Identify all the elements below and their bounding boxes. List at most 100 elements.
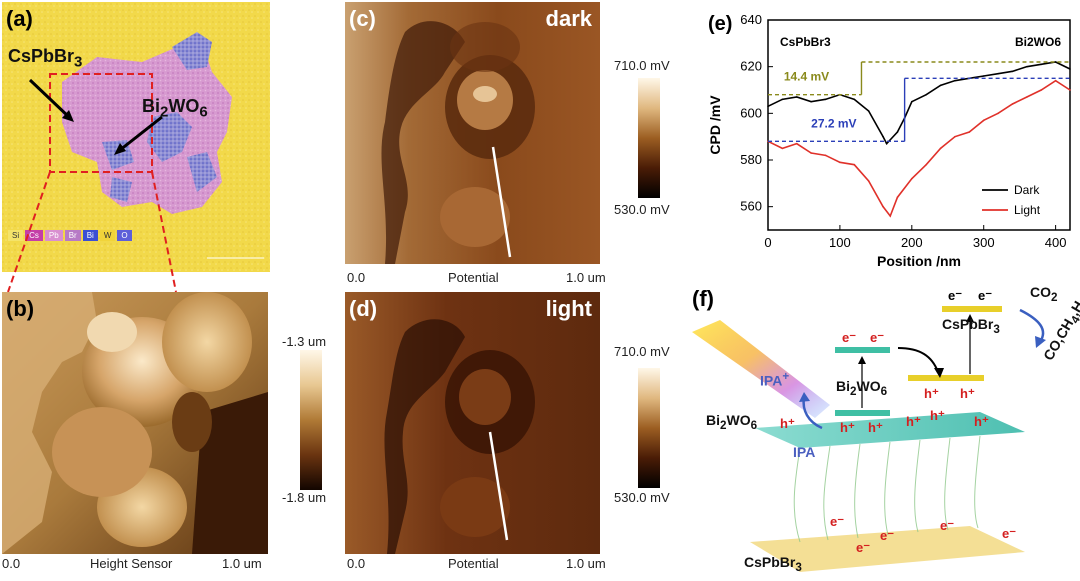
chart-right-material: Bi2WO6 <box>1015 35 1061 49</box>
annotation-dark: 14.4 mV <box>784 70 829 84</box>
data-point-dark <box>795 96 798 98</box>
eds-map-graphic <box>2 2 270 272</box>
co2-label: CO2 <box>1030 284 1058 304</box>
cspbbr3-text: CsPbBr3 <box>8 46 83 71</box>
colorbar-c-bottom: 530.0 mV <box>614 202 670 217</box>
y-tick-label: 600 <box>740 105 762 120</box>
ipa-label: IPA <box>793 444 816 460</box>
data-point-dark <box>810 100 812 103</box>
legend-swatch-o: O <box>117 230 132 241</box>
data-point-dark <box>939 84 942 87</box>
cspbbr3-band-label: CsPbBr3 <box>942 316 1000 336</box>
panel-d-condition: light <box>545 296 592 321</box>
e-sub-2: e⁻ <box>880 528 894 543</box>
data-point-light <box>781 147 784 150</box>
panel-d-axis-start: 0.0 <box>347 556 366 571</box>
data-point-dark <box>867 110 870 112</box>
bi2wo6-vb <box>835 410 890 416</box>
panel-b-afm-height: (b) <box>2 292 268 554</box>
data-point-light <box>867 180 870 182</box>
colorbar-d-top: 710.0 mV <box>614 344 670 359</box>
data-point-light <box>1011 103 1014 105</box>
e-sub-3: e⁻ <box>940 518 954 533</box>
data-point-light <box>954 135 956 138</box>
data-point-dark <box>997 72 999 75</box>
bi2wo6-band-label: Bi2WO6 <box>836 378 888 398</box>
colorbar-c-top: 710.0 mV <box>614 58 670 73</box>
bi2wo6-label: Bi2WO6 <box>142 96 208 121</box>
y-tick-label: 640 <box>740 12 762 27</box>
bi2wo6-sheet-label: Bi2WO6 <box>706 412 758 432</box>
y-tick-label: 620 <box>740 59 762 74</box>
nanowires <box>793 435 981 543</box>
e-bi2wo6-1: e⁻ <box>842 330 856 345</box>
legend-swatch-si: Si <box>8 230 24 241</box>
panel-d-axis-title: Potential <box>448 556 499 571</box>
cspbbr3-cb <box>942 306 1002 312</box>
x-tick-label: 300 <box>973 235 995 250</box>
data-point-light <box>939 147 942 150</box>
data-point-dark <box>1040 63 1043 66</box>
legend-swatch-br: Br <box>64 230 81 241</box>
profile-line-dark <box>491 146 512 258</box>
plot-frame <box>767 19 1071 231</box>
data-point-light <box>1040 89 1043 91</box>
x-tick-label: 100 <box>829 235 851 250</box>
annotation-light: 27.2 mV <box>811 116 856 130</box>
e-sub-1: e⁻ <box>830 514 844 529</box>
profile-line-light <box>488 431 509 541</box>
data-point-dark <box>896 131 899 133</box>
panel-c-label: (c) <box>349 6 376 31</box>
light-beam <box>692 320 830 418</box>
legend-label-dark: Dark <box>1014 183 1040 197</box>
data-point-light <box>1026 96 1028 98</box>
kpfm-dark-graphic <box>345 2 600 264</box>
cspbbr3-substrate <box>750 526 1025 572</box>
legend-swatch-pb: Pb <box>44 230 63 241</box>
data-point-light <box>853 163 856 166</box>
panel-b-axis-title: Height Sensor <box>90 556 173 571</box>
x-tick-label: 400 <box>1045 235 1067 250</box>
h-cspbbr3-2: h⁺ <box>960 386 975 401</box>
data-point-light <box>896 196 899 199</box>
height-colorbar-top: -1.3 um <box>282 334 327 349</box>
data-point-light <box>997 112 999 115</box>
panel-c-axis-title: Potential <box>448 270 499 285</box>
ipa-plus-label: IPA+ <box>760 370 790 389</box>
potential-colorbar-d <box>638 368 660 488</box>
data-point-light <box>889 215 892 217</box>
e-sub-4: e⁻ <box>1002 526 1016 541</box>
data-point-dark <box>1069 68 1071 70</box>
h-surface-4: h⁺ <box>974 414 989 429</box>
data-point-light <box>839 161 841 164</box>
data-point-dark <box>885 142 888 145</box>
data-point-light <box>982 119 985 122</box>
data-point-light <box>925 163 927 166</box>
x-tick-label: 200 <box>901 235 923 250</box>
h-surface-1: h⁺ <box>780 416 795 431</box>
e-cspbbr3-1: e⁻ <box>948 288 962 303</box>
e-cspbbr3-2: e⁻ <box>978 288 992 303</box>
panel-e-cpd-chart: 0 100 200 300 400 560 580 600 620 640 Position /nm… <box>707 12 1071 269</box>
cspbbr3-vb <box>908 375 984 381</box>
panel-f-schematic: e⁻ e⁻ e⁻ e⁻ h⁺ h⁺ h⁺ h⁺ h⁺ h⁺ h⁺ h⁺ e⁻ e… <box>692 288 1046 572</box>
data-point-dark <box>853 98 856 101</box>
chart-left-material: CsPbBr3 <box>780 35 831 49</box>
panel-d-label: (d) <box>349 296 378 321</box>
data-point-light <box>882 205 884 208</box>
panel-d-kpfm-light: (d) light <box>345 292 600 554</box>
panel-c-axis-start: 0.0 <box>347 270 366 285</box>
panel-a-eds-map: (a) CsPbBr3 Bi2WO6 Si Cs Pb Br Bi W O <box>2 2 270 272</box>
cspbbr3-substrate-label: CsPbBr3 <box>744 554 802 574</box>
data-point-dark <box>982 75 985 77</box>
panel-b-axis-end: 1.0 um <box>222 556 262 571</box>
bi2wo6-text: Bi2WO6 <box>142 96 208 121</box>
height-colorbar <box>300 350 322 490</box>
h-bi2wo6-1: h⁺ <box>840 420 855 435</box>
x-axis-label: Position /nm <box>877 253 961 269</box>
data-point-light <box>1054 79 1057 82</box>
panel-b-label: (b) <box>6 296 35 321</box>
legend-swatch-w: W <box>99 230 116 241</box>
data-point-dark <box>1054 61 1057 63</box>
data-point-dark <box>1011 70 1014 73</box>
